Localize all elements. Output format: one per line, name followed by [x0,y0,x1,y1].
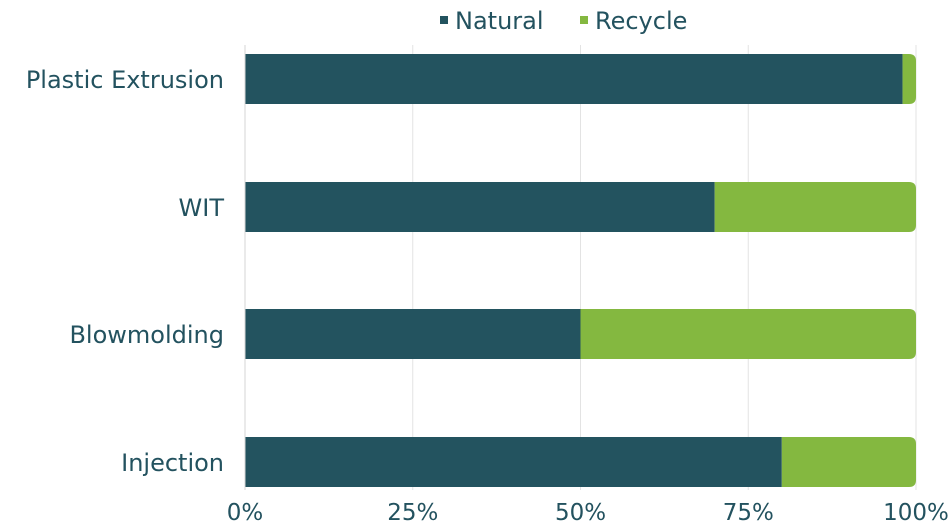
category-label: Plastic Extrusion [26,66,224,94]
bar-natural [245,182,715,232]
legend-label: Recycle [595,7,687,35]
category-label: WIT [179,194,225,222]
x-tick-label: 0% [227,500,264,526]
bar-natural [245,54,903,104]
bar-recycle [714,182,916,232]
bars [245,54,916,487]
bar-recycle [580,309,916,359]
bar-recycle [781,437,916,487]
category-label: Injection [121,449,224,477]
category-label: Blowmolding [69,321,224,349]
category-labels: Plastic Extrusion WIT Blowmolding Injection [26,66,225,477]
gridlines [412,45,917,490]
legend-swatch [580,16,588,24]
x-tick-label: 50% [555,500,606,526]
bar-natural [245,309,581,359]
x-tick-label: 100% [883,500,948,526]
bar-natural [245,437,782,487]
legend-swatch [440,16,448,24]
x-tick-label: 75% [723,500,774,526]
x-tick-labels: 0% 25% 50% 75% 100% [227,500,948,526]
legend-label: Natural [455,7,544,35]
bar-recycle [902,54,916,104]
x-tick-label: 25% [387,500,438,526]
legend: Natural Recycle [440,7,687,35]
